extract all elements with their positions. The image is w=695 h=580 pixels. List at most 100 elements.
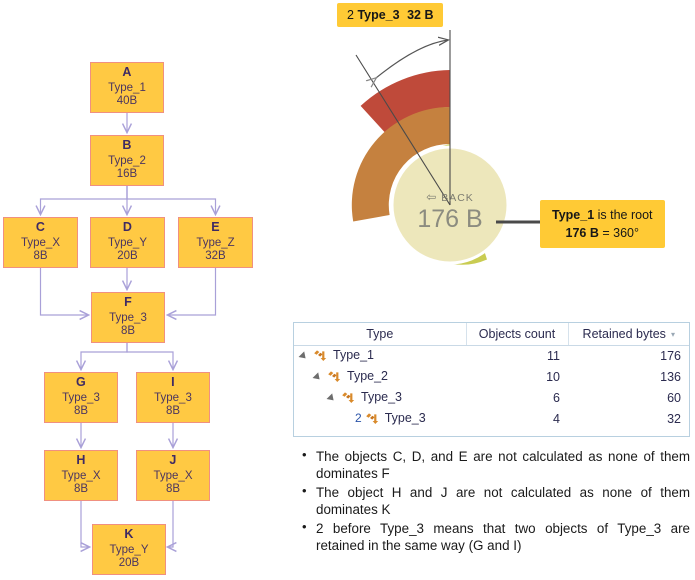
ring-type2-arc[interactable] — [351, 106, 450, 222]
graph-edges — [0, 113, 280, 580]
node-name: A — [122, 65, 132, 79]
node-name: J — [169, 453, 177, 467]
node-type: Type_3 — [154, 391, 192, 404]
angle-measure-arc — [376, 40, 448, 78]
node-name: C — [35, 220, 46, 234]
node-name: G — [76, 375, 86, 389]
note-item: 2 before Type_3 means that two objects o… — [298, 519, 690, 555]
graph-node-h[interactable]: H Type_X 8B — [44, 450, 118, 501]
callout-root-type: Type_1 — [552, 208, 595, 222]
cell-type-label: Type_3 — [384, 411, 426, 425]
back-arrow-icon: ⇦ — [426, 190, 438, 204]
cell-retained-bytes: 32 — [667, 411, 681, 426]
node-name: F — [124, 295, 132, 309]
callout-type: Type_3 — [357, 8, 400, 22]
node-type: Type_Y — [109, 543, 149, 556]
node-name: K — [124, 527, 134, 541]
table-header-row: Type Objects count Retained bytes ▾ — [294, 323, 689, 346]
callout-type3-selection: 2 Type_3 32 B — [337, 3, 444, 27]
node-size: 8B — [165, 482, 181, 495]
node-size: 8B — [120, 324, 136, 337]
callout-bytes: 32 B — [407, 8, 434, 22]
node-type: Type_X — [21, 236, 60, 249]
graph-node-b[interactable]: B Type_2 16B — [90, 135, 164, 186]
column-header-objects-count[interactable]: Objects count — [465, 323, 568, 346]
notes-list: The objects C, D, and E are not calculat… — [298, 447, 690, 556]
table-row[interactable]: Type_3 6 60 — [294, 387, 689, 408]
column-header-type[interactable]: Type — [294, 323, 466, 346]
table-body: Type_1 11 176 Type_2 10 136 Type_3 6 60 2 Type_3 4 3… — [294, 345, 689, 429]
table-row[interactable]: 2 Type_3 4 32 — [294, 408, 689, 429]
callout-root-explanation: Type_1 is the root 176 B = 360° — [540, 200, 665, 249]
table-row[interactable]: Type_2 10 136 — [294, 366, 689, 387]
node-name: I — [171, 375, 175, 389]
expander-triangle-icon[interactable] — [300, 350, 310, 360]
graph-node-k[interactable]: K Type_Y 20B — [92, 524, 166, 575]
sunburst-svg — [351, 30, 542, 265]
back-text: BACK — [441, 192, 474, 204]
node-size: 8B — [73, 404, 89, 417]
graph-node-g[interactable]: G Type_3 8B — [44, 372, 118, 423]
object-graph-diagram: A Type_1 40B B Type_2 16B C Type_X 8B D Type_Y 20B E… — [0, 0, 280, 580]
node-size: 20B — [118, 556, 140, 569]
cell-type-label: Type_1 — [333, 348, 375, 363]
node-type: Type_3 — [62, 391, 100, 404]
class-icon — [365, 412, 380, 425]
expander-triangle-icon[interactable] — [314, 371, 324, 381]
node-size: 8B — [165, 404, 181, 417]
cell-type[interactable]: 2 Type_3 — [294, 408, 466, 429]
cell-type[interactable]: Type_3 — [294, 387, 466, 408]
note-item: The objects C, D, and E are not calculat… — [298, 447, 690, 483]
cell-type[interactable]: Type_1 — [294, 345, 466, 366]
cell-retained-bytes: 136 — [660, 369, 681, 384]
graph-node-d[interactable]: D Type_Y 20B — [90, 217, 165, 268]
duplicate-count-badge: 2 — [355, 411, 362, 425]
node-type: Type_X — [61, 469, 101, 482]
table-row[interactable]: Type_1 11 176 — [294, 345, 689, 366]
node-size: 16B — [116, 167, 138, 180]
graph-node-e[interactable]: E Type_Z 32B — [178, 217, 253, 268]
column-header-retained-bytes-label: Retained bytes — [582, 326, 666, 341]
sort-descending-icon[interactable]: ▾ — [670, 329, 675, 339]
node-size: 40B — [116, 94, 138, 107]
node-type: Type_Y — [108, 236, 147, 249]
graph-node-j[interactable]: J Type_X 8B — [136, 450, 210, 501]
node-type: Type_2 — [108, 154, 146, 167]
node-type: Type_X — [153, 469, 193, 482]
node-size: 32B — [205, 249, 226, 262]
graph-node-i[interactable]: I Type_3 8B — [136, 372, 210, 423]
callout-count: 2 — [347, 8, 354, 22]
graph-node-a[interactable]: A Type_1 40B — [90, 62, 164, 113]
cell-objects-count: 11 — [547, 348, 560, 363]
cell-retained-bytes: 60 — [667, 390, 681, 405]
class-icon — [313, 349, 328, 362]
node-name: B — [122, 138, 132, 152]
cell-objects-count: 10 — [546, 369, 560, 384]
cell-objects-count: 4 — [553, 411, 560, 426]
node-type: Type_1 — [108, 81, 146, 94]
callout-root-text: is the root — [594, 208, 653, 222]
callout-root-bytes: 176 B — [565, 226, 599, 241]
cell-type-label: Type_3 — [361, 390, 403, 404]
class-icon — [341, 391, 356, 404]
graph-node-f[interactable]: F Type_3 8B — [91, 292, 165, 343]
cell-type[interactable]: Type_2 — [294, 366, 466, 387]
node-type: Type_3 — [109, 311, 147, 324]
sunburst-back-label[interactable]: ⇦ BACK — [390, 190, 510, 204]
node-name: H — [76, 453, 86, 467]
sunburst-center-value: 176 B — [417, 205, 483, 233]
sunburst-chart: ⇦ BACK 176 B 2 Type_3 32 B Type_1 is the… — [300, 0, 695, 320]
expander-placeholder — [342, 413, 352, 423]
graph-node-c[interactable]: C Type_X 8B — [3, 217, 78, 268]
node-size: 20B — [117, 249, 138, 262]
expander-triangle-icon[interactable] — [328, 392, 338, 402]
node-name: D — [122, 220, 133, 234]
column-header-retained-bytes[interactable]: Retained bytes ▾ — [567, 323, 689, 346]
cell-retained-bytes: 176 — [660, 348, 681, 363]
retained-bytes-table[interactable]: Type Objects count Retained bytes ▾ Type_… — [293, 322, 690, 437]
cell-objects-count: 6 — [553, 390, 560, 405]
class-icon — [327, 370, 342, 383]
note-item: The object H and J are not calculated as… — [298, 483, 690, 519]
node-name: E — [211, 220, 220, 234]
